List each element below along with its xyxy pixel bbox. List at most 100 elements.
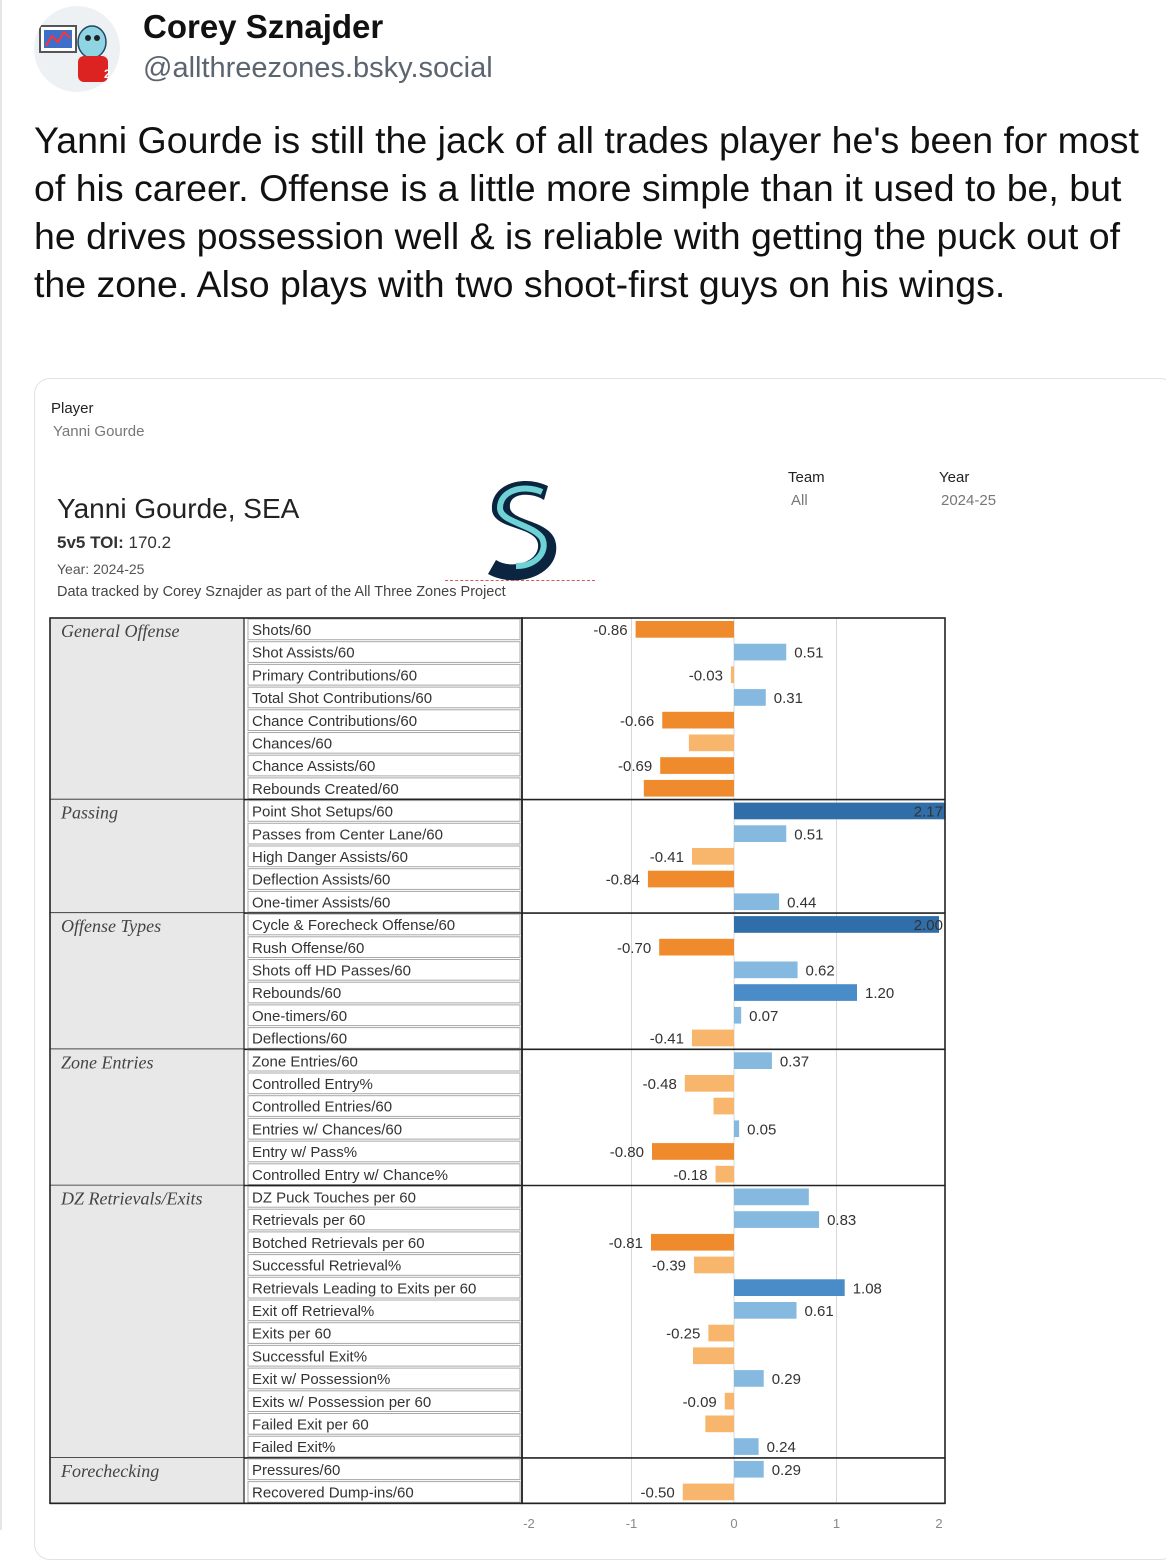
metric-cell <box>247 1186 521 1208</box>
bar <box>734 1279 845 1296</box>
metric-cell <box>247 641 521 663</box>
author-name[interactable]: Corey Sznajder <box>143 8 384 45</box>
metric-cell <box>247 936 521 958</box>
value-label: 0.51 <box>794 645 823 662</box>
bar <box>734 961 798 979</box>
viz-title: Yanni Gourde, SEA <box>57 493 300 524</box>
x-tick-label: -2 <box>523 1516 535 1530</box>
value-label: 0.29 <box>772 1371 801 1388</box>
metric-label: Controlled Entries/60 <box>252 1099 392 1116</box>
bar <box>734 984 857 1001</box>
metric-label: Exit off Retrieval% <box>252 1303 374 1320</box>
metric-label: Primary Contributions/60 <box>252 667 417 684</box>
value-label: -0.50 <box>641 1485 675 1502</box>
bar <box>734 825 787 842</box>
avatar-cartoon-icon: 2 <box>39 25 111 82</box>
metric-label: Failed Exit per 60 <box>252 1417 369 1434</box>
category-cell <box>50 1185 244 1458</box>
category-cell <box>50 913 244 1050</box>
metric-label: Chances/60 <box>252 736 332 753</box>
category-label: Zone Entries <box>61 1052 154 1072</box>
value-label: -0.84 <box>606 872 640 889</box>
bar <box>734 916 939 933</box>
bar <box>688 734 734 752</box>
value-label: -0.39 <box>652 1258 686 1275</box>
bar <box>734 802 945 820</box>
bar <box>734 1006 742 1024</box>
bar <box>660 757 734 774</box>
bar <box>734 1188 809 1206</box>
value-label: 0.51 <box>794 826 823 843</box>
metric-cell <box>247 1208 521 1231</box>
metric-cell <box>247 981 521 1004</box>
bar <box>650 1233 734 1251</box>
value-label: -0.70 <box>617 940 651 957</box>
metric-label: Controlled Entry w/ Chance% <box>252 1167 448 1184</box>
bar <box>643 779 734 797</box>
bar <box>724 1392 734 1410</box>
value-label: -0.86 <box>593 622 627 639</box>
metric-cell <box>247 1004 521 1027</box>
chart-frame <box>521 617 946 1505</box>
metric-label: Botched Retrievals per 60 <box>252 1235 425 1252</box>
bar <box>734 1460 764 1478</box>
bar <box>693 1347 734 1365</box>
metric-label: Shots/60 <box>252 622 311 639</box>
metric-cell <box>247 732 521 754</box>
bar <box>694 1256 734 1274</box>
author-handle[interactable]: @allthreezones.bsky.social <box>143 52 493 84</box>
bar <box>662 711 734 729</box>
metric-label: Failed Exit% <box>252 1439 335 1456</box>
value-label: -0.69 <box>618 758 652 775</box>
value-label: -0.18 <box>673 1167 707 1184</box>
value-label: 0.37 <box>780 1053 809 1070</box>
metric-label: Retrievals Leading to Exits per 60 <box>252 1280 476 1297</box>
value-label: 0.29 <box>772 1462 801 1479</box>
metric-label: Total Shot Contributions/60 <box>252 690 432 707</box>
metric-label: Successful Retrieval% <box>252 1258 401 1275</box>
metric-label: Passes from Center Lane/60 <box>252 826 443 843</box>
svg-text:2: 2 <box>104 67 111 81</box>
category-label: Forechecking <box>60 1461 159 1481</box>
category-cell <box>50 1457 244 1504</box>
x-tick-label: 1 <box>833 1516 840 1530</box>
metric-label: Successful Exit% <box>252 1348 367 1365</box>
value-label: 2.00 <box>914 917 943 934</box>
category-label: Passing <box>60 803 118 823</box>
metric-label: Entry w/ Pass% <box>252 1144 357 1161</box>
metric-cell <box>247 1413 521 1435</box>
metric-label: Rebounds Created/60 <box>252 781 399 798</box>
bar <box>734 643 787 661</box>
value-label: -0.48 <box>643 1076 677 1093</box>
metric-label: Chance Contributions/60 <box>252 713 417 730</box>
avatar[interactable]: 2 <box>34 6 120 92</box>
bar <box>708 1324 734 1342</box>
metric-cell <box>247 777 521 800</box>
metric-cell <box>247 754 521 777</box>
metric-label: Cycle & Forecheck Offense/60 <box>252 917 455 934</box>
toi-value: 170.2 <box>128 533 172 552</box>
value-label: 0.31 <box>774 690 803 707</box>
value-label: 0.62 <box>806 963 835 980</box>
metric-cell <box>247 1117 521 1140</box>
player-filter-value: Yanni Gourde <box>53 423 145 440</box>
metric-cell <box>247 663 521 686</box>
bar <box>734 1211 820 1228</box>
bar <box>682 1483 734 1501</box>
value-label: -0.41 <box>650 849 684 866</box>
category-cell <box>50 799 244 914</box>
category-label: DZ Retrievals/Exits <box>60 1189 202 1209</box>
metric-cell <box>247 1276 521 1299</box>
value-label: -0.25 <box>666 1326 700 1343</box>
metric-label: Point Shot Setups/60 <box>252 804 393 821</box>
metric-cell <box>247 913 521 936</box>
metric-label: High Danger Assists/60 <box>252 849 408 866</box>
category-cell <box>50 618 244 800</box>
value-label: -0.03 <box>689 667 723 684</box>
bar <box>734 1302 797 1319</box>
bar <box>705 1415 734 1433</box>
bar <box>734 1052 772 1069</box>
logo-dash-line <box>445 580 595 581</box>
metric-cell <box>247 1367 521 1390</box>
